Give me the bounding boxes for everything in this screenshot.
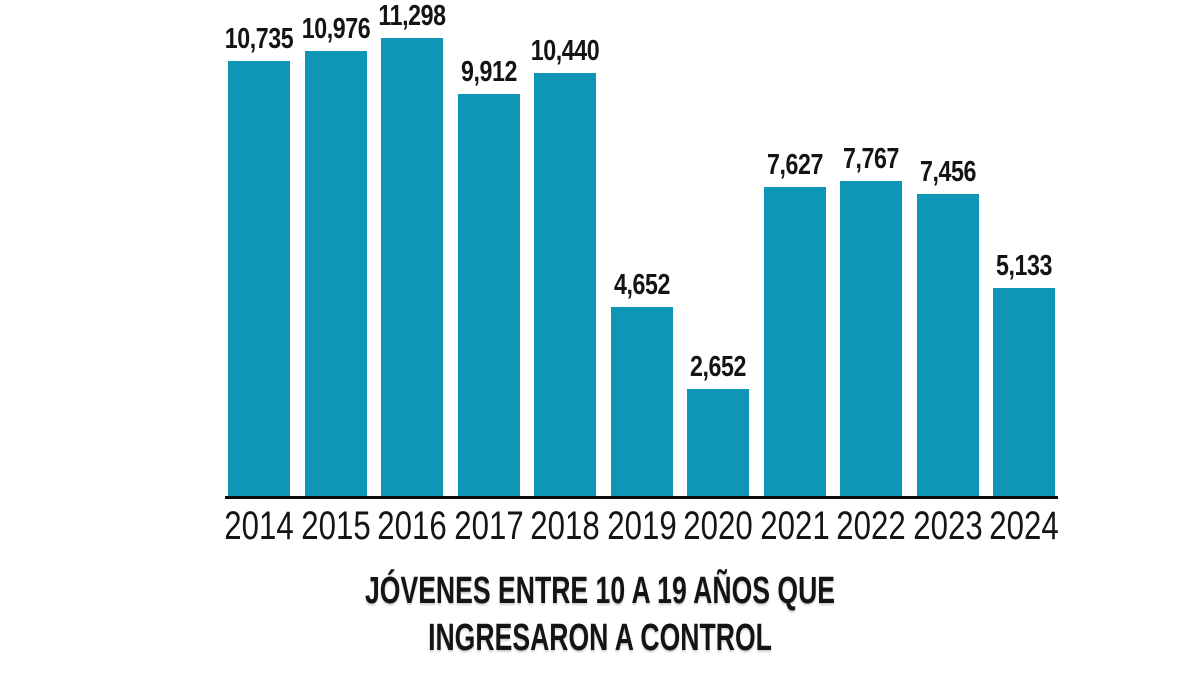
bar (916, 193, 979, 496)
bar (840, 181, 902, 496)
bar-column: 10,976 2015 (301, 0, 370, 546)
bar-column: 11,298 2016 (377, 0, 446, 547)
plot-area: 10,735 2014 10,976 2015 11,298 2016 9,912 2017 1… (224, 0, 1058, 547)
x-tick-label: 2017 (453, 504, 524, 548)
bar (993, 287, 1055, 496)
bar (228, 60, 290, 496)
x-tick-label: 2014 (224, 504, 294, 548)
bar-column: 5,133 2024 (989, 0, 1058, 546)
bar-column: 10,735 2014 (224, 0, 293, 546)
x-tick-label: 2016 (377, 504, 447, 548)
x-tick-label: 2019 (606, 504, 677, 548)
x-tick-label: 2023 (912, 504, 983, 548)
bar (304, 51, 367, 496)
bar-value-label: 2,652 (689, 350, 747, 383)
bar-value-label: 10,735 (224, 22, 294, 55)
bar (763, 186, 826, 496)
bar-column: 9,912 2017 (454, 0, 523, 546)
bar-column: 4,652 2019 (607, 0, 676, 546)
bar-column: 7,456 2023 (913, 0, 982, 546)
x-tick-label: 2020 (683, 504, 753, 548)
bar-column: 2,652 2020 (683, 0, 752, 546)
bar-value-label: 11,298 (378, 0, 446, 32)
bar-value-label: 5,133 (995, 249, 1053, 282)
bar (610, 307, 673, 496)
bar-column: 7,627 2021 (760, 0, 829, 546)
x-axis-line (225, 496, 1058, 499)
x-tick-label: 2015 (300, 504, 371, 548)
x-tick-label: 2018 (530, 504, 600, 548)
bar-value-label: 10,440 (530, 34, 600, 67)
x-tick-label: 2024 (989, 504, 1059, 548)
bar-value-label: 7,627 (766, 148, 823, 181)
bar-value-label: 4,652 (613, 269, 670, 302)
bar (687, 388, 749, 496)
bar (457, 94, 520, 496)
bar (534, 72, 596, 496)
bar (381, 38, 443, 496)
x-tick-label: 2022 (836, 504, 906, 548)
chart-title-line-1: JÓVENES ENTRE 10 A 19 AÑOS QUE (364, 570, 836, 612)
chart-title-line-2: INGRESARON A CONTROL (428, 617, 772, 659)
bar-value-label: 7,767 (842, 143, 900, 176)
bar-value-label: 10,976 (301, 13, 370, 46)
bar-value-label: 9,912 (460, 56, 517, 89)
x-tick-label: 2021 (759, 504, 830, 548)
bar-column: 10,440 2018 (530, 0, 599, 546)
bar-column: 7,767 2022 (836, 0, 905, 546)
chart-title: JÓVENES ENTRE 10 A 19 AÑOS QUE INGRESARO… (180, 568, 1020, 662)
bar-value-label: 7,456 (919, 155, 976, 188)
